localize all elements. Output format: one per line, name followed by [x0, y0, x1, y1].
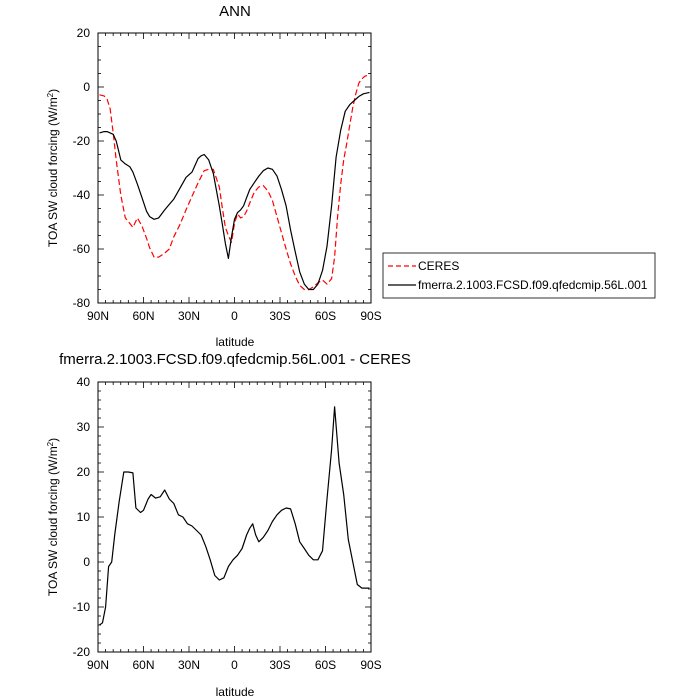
bottom-x-tick-labels: 90N 60N 30N 0 30S 60S 90S: [87, 658, 382, 672]
top-plot-frame: [97, 32, 372, 304]
y-tick-label: -20: [73, 645, 91, 659]
y-tick-label: -40: [73, 188, 91, 202]
top-panel-title: ANN: [219, 3, 251, 20]
y-tick-label: 20: [77, 26, 91, 40]
bottom-y-axis-label-main: TOA SW cloud forcing (W/m: [46, 446, 60, 596]
x-tick-label: 0: [231, 309, 238, 323]
bottom-axis-ticks: [97, 381, 372, 653]
bottom-series-lines: [99, 406, 370, 626]
top-series-lines: [99, 74, 370, 291]
bottom-x-axis-label: latitude: [216, 685, 255, 699]
x-tick-label: 90N: [87, 658, 109, 672]
y-tick-label: 30: [77, 420, 91, 434]
legend-box: [382, 252, 656, 299]
x-tick-label: 60S: [315, 658, 336, 672]
legend-label-model: fmerra.2.1003.FCSD.f09.qfedcmip.56L.001: [418, 278, 648, 292]
bottom-panel-title: fmerra.2.1003.FCSD.f09.qfedcmip.56L.001 …: [59, 351, 411, 368]
legend-label-ceres: CERES: [418, 259, 459, 273]
y-tick-label: -80: [73, 296, 91, 310]
bottom-y-axis-label: TOA SW cloud forcing (W/m2): [46, 438, 61, 596]
y-tick-label: 40: [77, 375, 91, 389]
bottom-panel: fmerra.2.1003.FCSD.f09.qfedcmip.56L.001 …: [46, 351, 411, 699]
ceres-series-line: [99, 74, 370, 291]
difference-series-line: [99, 406, 370, 626]
y-tick-label: -60: [73, 242, 91, 256]
x-tick-label: 30S: [269, 309, 290, 323]
top-y-axis-label: TOA SW cloud forcing (W/m2): [46, 89, 61, 247]
top-x-axis-label: latitude: [216, 335, 255, 349]
x-tick-label: 30N: [178, 658, 200, 672]
x-tick-label: 60N: [132, 658, 154, 672]
y-tick-label: 10: [77, 510, 91, 524]
top-panel: ANN 90N 60N 30N 0 30S 60S 90S 200-20-40-60-80 …: [46, 3, 656, 349]
top-axis-ticks: [97, 32, 372, 304]
top-y-axis-label-main: TOA SW cloud forcing (W/m: [46, 97, 60, 247]
x-tick-label: 60N: [132, 309, 154, 323]
x-tick-label: 90S: [360, 658, 381, 672]
x-tick-label: 60S: [315, 309, 336, 323]
top-y-tick-labels: 20 0 -20 -40 -60 -80: [73, 26, 91, 310]
x-tick-label: 0: [231, 658, 238, 672]
y-tick-label: -10: [73, 600, 91, 614]
x-tick-label: 90S: [360, 309, 381, 323]
x-tick-label: 30N: [178, 309, 200, 323]
bottom-y-axis-label-sup: 2: [46, 441, 55, 446]
x-tick-label: 90N: [87, 309, 109, 323]
y-tick-label: 20: [77, 465, 91, 479]
top-y-axis-label-close: ): [46, 89, 60, 93]
y-tick-label: 0: [83, 80, 90, 94]
x-tick-label: 30S: [269, 658, 290, 672]
bottom-y-axis-label-close: ): [46, 438, 60, 442]
top-x-tick-labels: 90N 60N 30N 0 30S 60S 90S: [87, 309, 382, 323]
model-series-line: [99, 91, 370, 291]
bottom-y-tick-labels: 40 30 20 10 0 -10 -20: [73, 375, 91, 659]
y-tick-label: 0: [83, 555, 90, 569]
top-y-axis-label-sup: 2: [46, 92, 55, 97]
bottom-plot-frame: [97, 381, 372, 653]
top-legend: CERES fmerra.2.1003.FCSD.f09.qfedcmip.56…: [382, 252, 656, 299]
y-tick-label: -20: [73, 134, 91, 148]
